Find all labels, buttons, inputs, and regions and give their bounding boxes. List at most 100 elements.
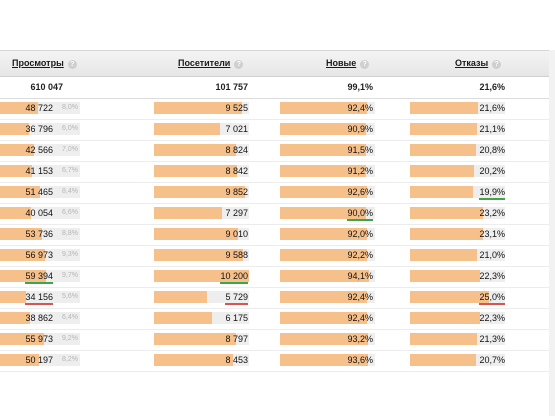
visitors-cell: 7 021: [154, 123, 249, 135]
column-header-visitors-label[interactable]: Посетители: [178, 58, 231, 68]
bounces-value: 25,0%: [479, 291, 505, 305]
visitors-value: 8 842: [225, 166, 248, 176]
bounces-bar: [410, 312, 480, 324]
new-cell: 91,2%: [280, 165, 375, 177]
bounces-bar: [410, 333, 477, 345]
column-header-bounces[interactable]: Отказы?: [455, 51, 502, 76]
table-row: 40 054 6,6% 7 297 90,0% 23,2%: [0, 203, 555, 225]
views-bar: [0, 270, 46, 282]
visitors-cell: 8 824: [154, 144, 249, 156]
column-header-new[interactable]: Новые?: [326, 51, 370, 76]
totals-row: 610 047 101 757 99,1% 21,6%: [0, 76, 555, 99]
total-views: 610 047: [30, 82, 63, 92]
views-value: 41 153: [25, 166, 53, 176]
table-row: 36 796 6,0% 7 021 90,9% 21,1%: [0, 119, 555, 141]
new-value: 92,2%: [347, 250, 373, 260]
views-cell: 41 153 6,7%: [0, 165, 80, 177]
views-bar: [0, 291, 26, 303]
bounces-cell: 20,7%: [410, 354, 505, 366]
visitors-cell: 5 729: [154, 291, 249, 305]
bounces-cell: 21,1%: [410, 123, 505, 135]
views-value: 50 197: [25, 355, 53, 365]
views-bar: [0, 249, 45, 261]
new-value: 90,0%: [347, 207, 373, 221]
views-cell: 38 862 6,4%: [0, 312, 80, 324]
views-bar: [0, 144, 34, 156]
new-value: 94,1%: [347, 271, 373, 281]
visitors-cell: 8 842: [154, 165, 249, 177]
visitors-value: 9 010: [225, 229, 248, 239]
bounces-value: 21,1%: [479, 124, 505, 134]
new-cell: 92,4%: [280, 102, 375, 114]
new-bar: [280, 123, 366, 135]
views-value: 36 796: [25, 124, 53, 134]
views-share: 8,0%: [62, 104, 78, 111]
column-header-visitors[interactable]: Посетители?: [178, 51, 244, 76]
bounces-cell: 19,9%: [410, 186, 505, 200]
visitors-bar: [154, 249, 243, 261]
visitors-bar: [154, 144, 236, 156]
views-share: 5,6%: [62, 293, 78, 300]
help-icon[interactable]: ?: [234, 60, 244, 69]
bounces-bar: [410, 207, 483, 219]
new-value: 92,6%: [347, 187, 373, 197]
bounces-cell: 21,6%: [410, 102, 505, 114]
bounces-bar: [410, 102, 478, 114]
new-bar: [280, 354, 368, 366]
views-bar: [0, 165, 32, 177]
bounces-bar: [410, 291, 489, 303]
bounces-value: 21,0%: [479, 250, 505, 260]
new-cell: 92,4%: [280, 291, 375, 303]
bounces-bar: [410, 249, 477, 261]
visitors-cell: 7 297: [154, 207, 249, 219]
new-bar: [280, 270, 369, 282]
bounces-cell: 23,2%: [410, 207, 505, 219]
bounces-value: 23,2%: [479, 208, 505, 218]
visitors-bar: [154, 228, 238, 240]
visitors-value: 7 297: [225, 208, 248, 218]
new-value: 92,4%: [347, 292, 373, 302]
new-cell: 91,5%: [280, 144, 375, 156]
visitors-value: 8 453: [225, 355, 248, 365]
views-value: 34 156: [25, 291, 53, 305]
new-value: 92,4%: [347, 313, 373, 323]
visitors-value: 9 525: [225, 103, 248, 113]
help-icon[interactable]: ?: [67, 60, 77, 69]
bounces-value: 21,3%: [479, 334, 505, 344]
bounces-value: 22,3%: [479, 313, 505, 323]
column-header-bounces-label[interactable]: Отказы: [455, 58, 489, 68]
views-share: 8,2%: [62, 356, 78, 363]
new-bar: [280, 312, 367, 324]
new-bar: [280, 228, 367, 240]
help-icon[interactable]: ?: [360, 60, 370, 69]
bounces-bar: [410, 228, 483, 240]
column-header-new-label[interactable]: Новые: [326, 58, 357, 68]
views-share: 8,4%: [62, 188, 78, 195]
views-cell: 40 054 6,6%: [0, 207, 80, 219]
views-share: 9,2%: [62, 335, 78, 342]
bounces-cell: 20,8%: [410, 144, 505, 156]
bounces-cell: 22,3%: [410, 270, 505, 282]
column-header-views[interactable]: Просмотры?: [12, 51, 77, 76]
bounces-cell: 20,2%: [410, 165, 505, 177]
total-visitors: 101 757: [215, 82, 248, 92]
visitors-bar: [154, 207, 222, 219]
views-bar: [0, 333, 44, 345]
views-cell: 55 973 9,2%: [0, 333, 80, 345]
bounces-cell: 23,1%: [410, 228, 505, 240]
visitors-cell: 9 852: [154, 186, 249, 198]
views-value: 42 566: [25, 145, 53, 155]
views-value: 51 465: [25, 187, 53, 197]
bounces-cell: 25,0%: [410, 291, 505, 305]
bounces-value: 21,6%: [479, 103, 505, 113]
views-share: 8,8%: [62, 230, 78, 237]
column-header-views-label[interactable]: Просмотры: [12, 58, 64, 68]
help-icon[interactable]: ?: [492, 60, 502, 69]
new-cell: 92,4%: [280, 312, 375, 324]
visitors-value: 9 852: [225, 187, 248, 197]
table-header: Просмотры? Посетители? Новые? Отказы?: [0, 50, 555, 77]
new-bar: [280, 144, 366, 156]
visitors-cell: 10 200: [154, 270, 249, 284]
bounces-bar: [410, 270, 480, 282]
views-share: 9,3%: [62, 251, 78, 258]
